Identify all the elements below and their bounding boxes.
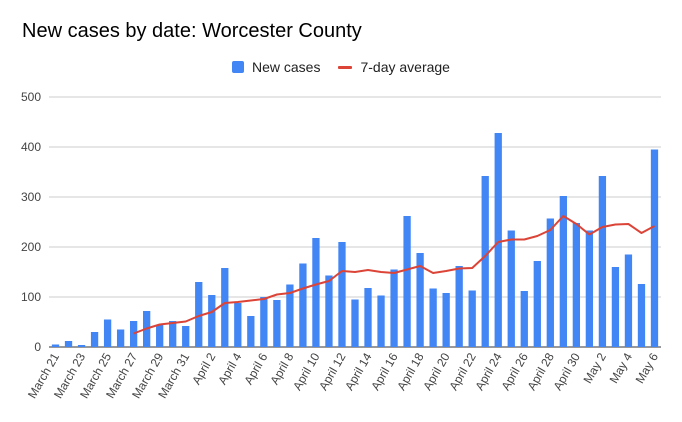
bar-new-cases [390,269,398,347]
bar-new-cases [325,275,333,347]
bar-new-cases [403,216,411,347]
bar-new-cases [299,263,307,347]
x-tick-label: May 6 [633,350,662,386]
bar-new-cases [546,218,554,347]
bar-new-cases [208,295,216,347]
bar-new-cases [273,300,281,347]
bar-new-cases [247,316,255,347]
chart-title: New cases by date: Worcester County [22,20,362,42]
bar-new-cases [51,344,60,347]
legend-swatch-new-cases [232,61,244,73]
y-tick-label: 200 [21,240,41,254]
legend-item-7-day-average: 7-day average [338,59,450,75]
x-tick-label: April 4 [215,350,244,387]
bar-new-cases [494,133,502,347]
grid-lines [49,96,661,348]
line-7-day-average [133,215,655,335]
bar-new-cases [377,295,385,347]
bar-new-cases [481,176,489,347]
legend-label-7-day-average: 7-day average [360,59,450,75]
bar-new-cases [260,297,268,347]
bar-new-cases [103,319,112,347]
bar-new-cases [64,341,73,347]
x-tick-label: May 2 [581,350,610,386]
bar-new-cases [116,329,125,347]
bar-new-cases [507,230,515,347]
bar-new-cases [520,291,528,347]
x-tick-label: April 2 [189,350,218,387]
bar-new-cases [129,321,138,347]
bar-new-cases [650,149,659,347]
bar-new-cases [637,284,646,347]
bar-new-cases [221,268,229,347]
legend-swatch-7-day-average [338,65,353,69]
bar-new-cases [312,238,320,347]
x-tick-label: May 4 [607,350,636,386]
line-series-7-day-average [133,215,655,335]
chart-legend: New cases 7-day average [0,59,682,75]
bar-new-cases [442,293,450,347]
bar-new-cases [286,284,294,347]
x-tick-label: April 6 [241,350,270,387]
bar-new-cases [364,288,372,347]
bar-new-cases [338,242,346,347]
bar-new-cases [468,290,476,347]
bar-new-cases [598,176,607,347]
y-tick-label: 400 [21,140,41,154]
bar-new-cases [455,266,463,347]
y-tick-label: 100 [21,290,41,304]
y-tick-label: 500 [21,90,41,104]
bar-new-cases [182,326,190,347]
y-tick-label: 0 [34,340,41,354]
bar-new-cases [351,299,359,347]
bar-new-cases [533,261,541,347]
y-tick-label: 300 [21,190,41,204]
bar-new-cases [624,254,633,347]
y-axis-tick-labels: 0 100 200 300 400 500 [21,90,41,354]
bar-new-cases [429,288,437,347]
bar-new-cases [416,253,424,347]
legend-label-new-cases: New cases [252,59,321,75]
bar-new-cases [234,303,242,347]
bar-new-cases [572,223,581,347]
bar-new-cases [611,267,620,347]
bar-new-cases [585,230,594,347]
bar-new-cases [559,196,567,347]
legend-item-new-cases: New cases [232,59,320,75]
bar-new-cases [156,324,164,347]
bar-new-cases [195,282,203,347]
bar-series-new-cases [51,133,659,347]
bar-new-cases [77,345,86,347]
bar-new-cases [90,332,99,347]
bar-new-cases [169,321,177,347]
